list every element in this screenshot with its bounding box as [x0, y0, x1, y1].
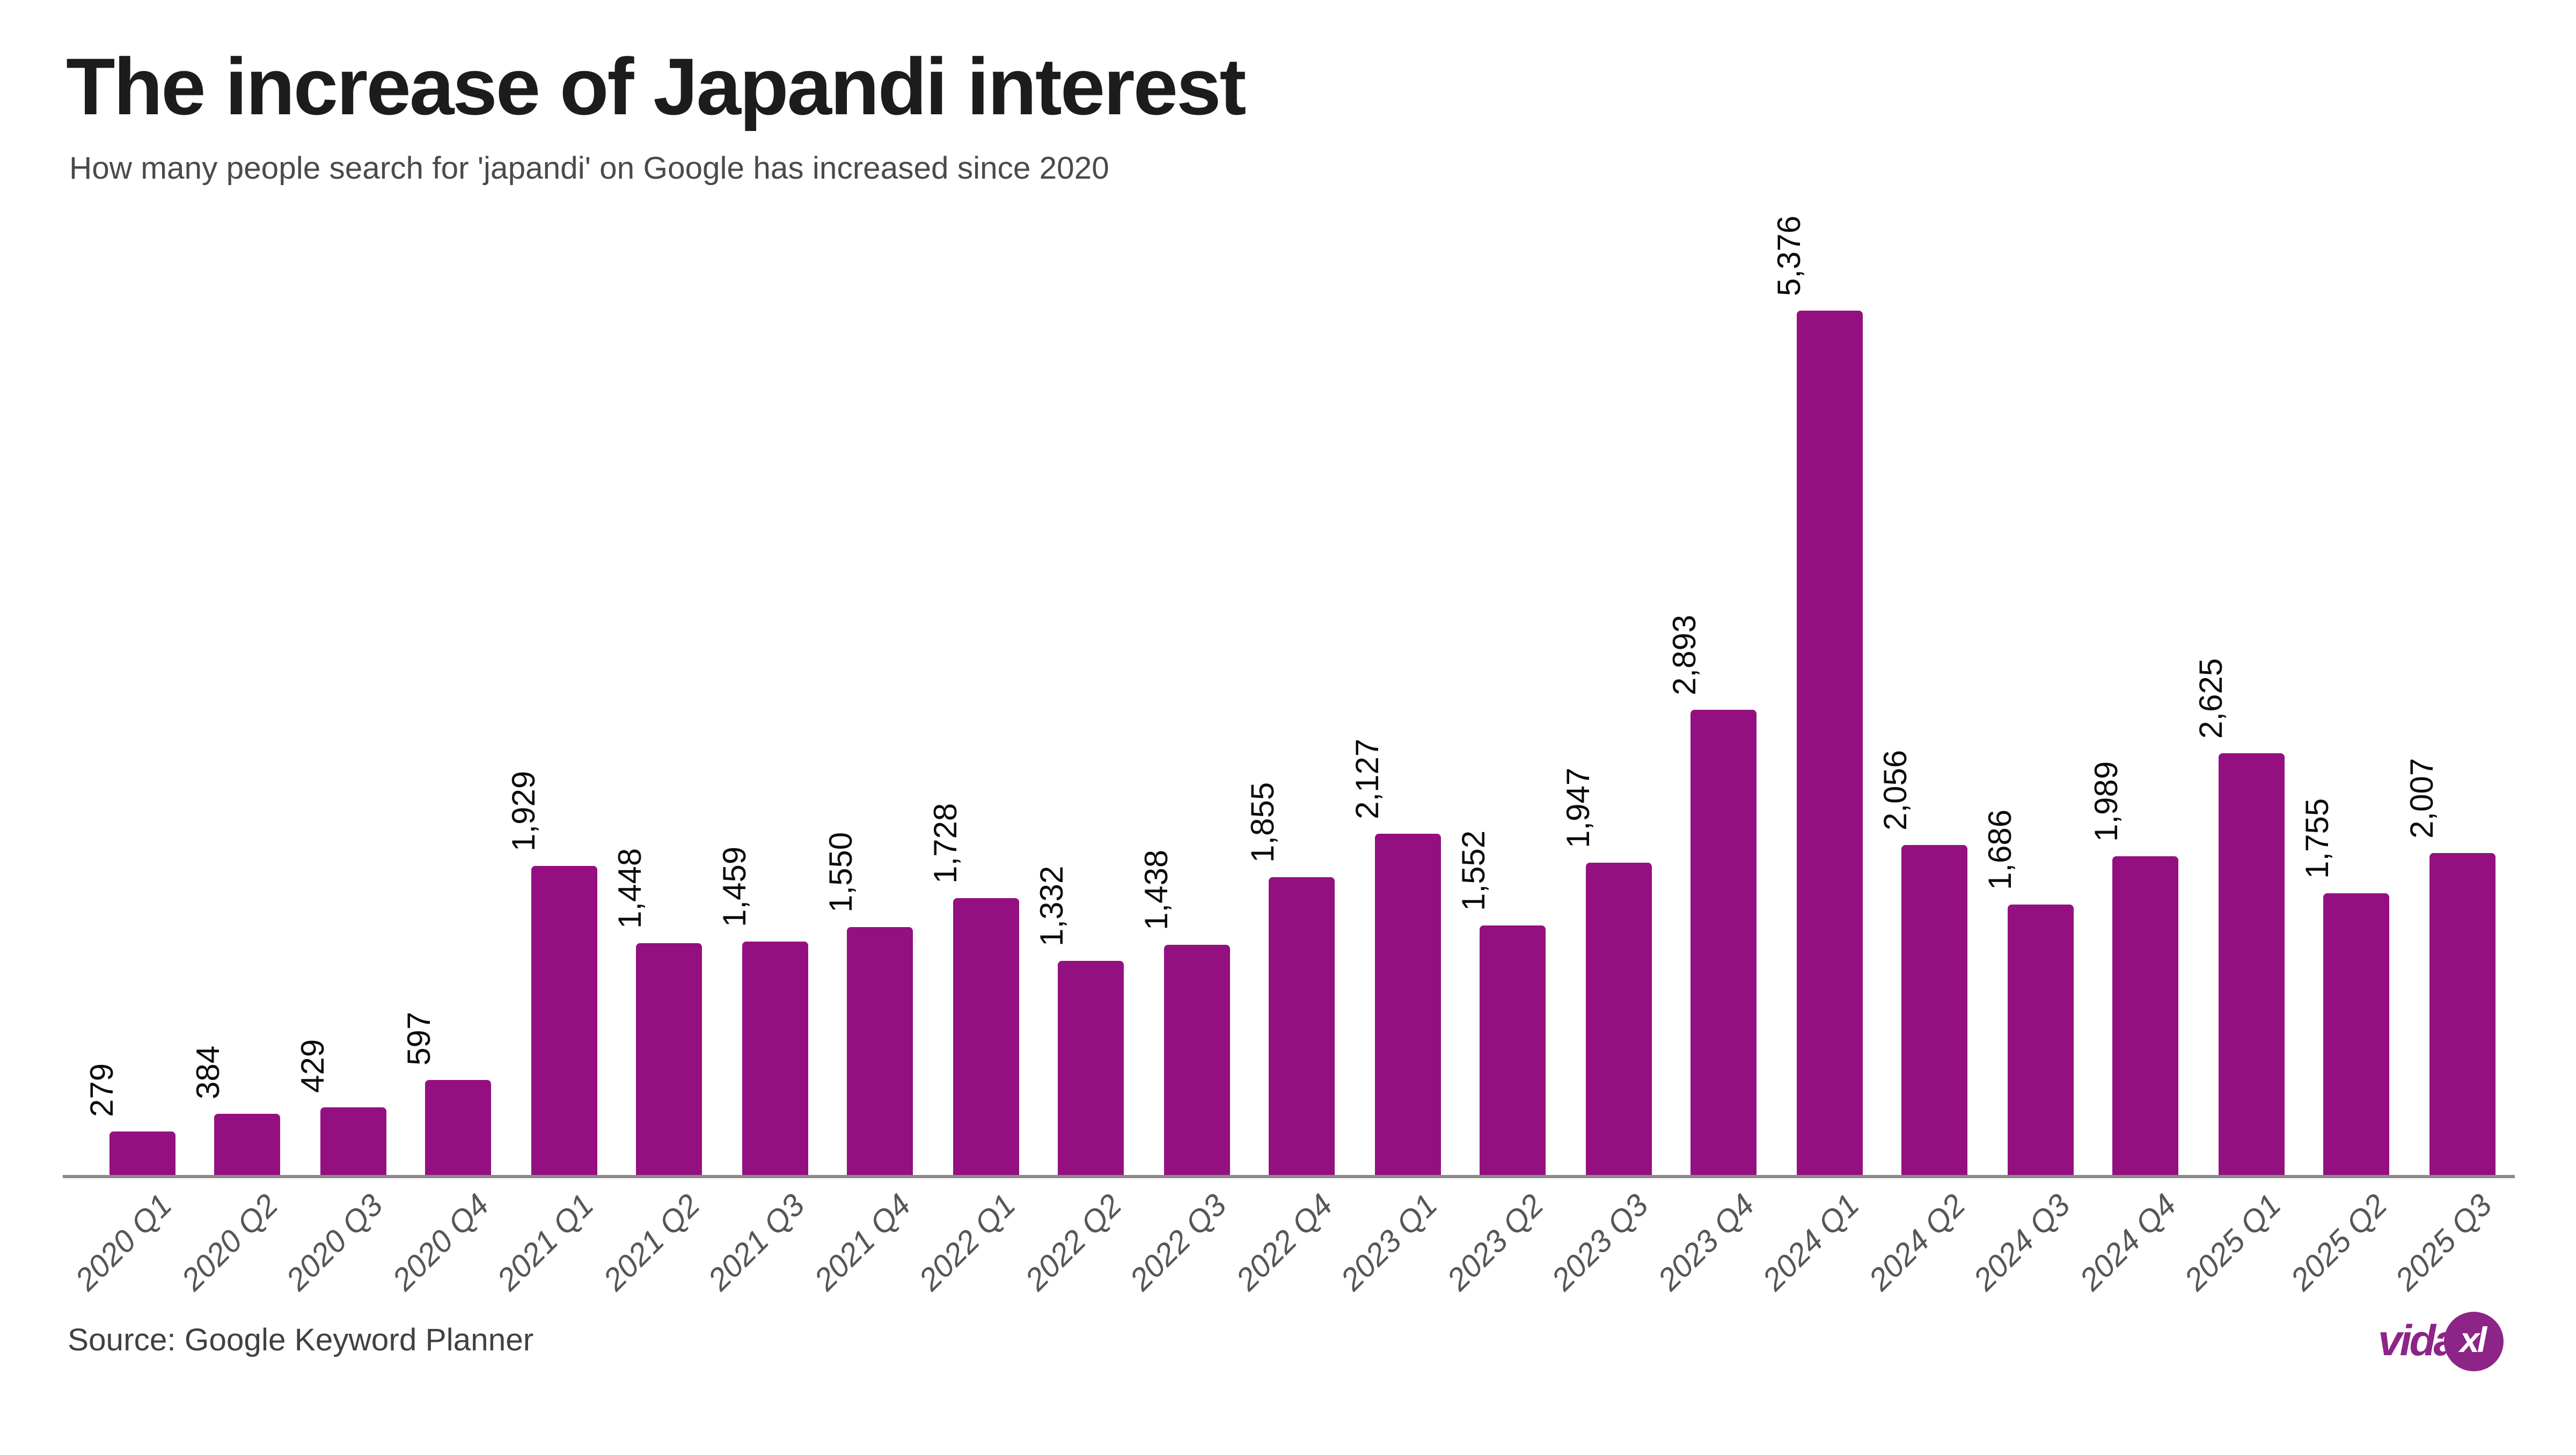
bar-2023-q2 — [1480, 926, 1546, 1176]
x-axis-label-text: 2021 Q3 — [702, 1188, 813, 1298]
bar-2025-q2 — [2323, 893, 2389, 1176]
bar-value-label-2023-q1: 2,127 — [1351, 738, 1386, 819]
bar-2021-q1 — [530, 865, 597, 1176]
bar-value-label-2020-q4: 597 — [401, 1011, 437, 1065]
bar-2023-q3 — [1585, 862, 1651, 1176]
bar-value-label-2021-q2: 1,448 — [612, 848, 648, 929]
x-axis-label-text: 2020 Q4 — [385, 1188, 496, 1298]
x-axis-label-text: 2020 Q2 — [174, 1188, 286, 1298]
bar-value-label-2024-q1: 5,376 — [1773, 216, 1808, 297]
x-axis-label-text: 2023 Q3 — [1546, 1188, 1656, 1298]
bar-value-label-2024-q4: 1,989 — [2089, 760, 2125, 842]
x-axis-label-text: 2021 Q2 — [596, 1188, 707, 1298]
vidaxl-logo-circle: xl — [2444, 1311, 2504, 1371]
bar-value-label-2025-q3: 2,007 — [2405, 758, 2441, 839]
x-axis-label-text: 2022 Q2 — [1018, 1188, 1129, 1298]
bar-value-label-2023-q3: 1,947 — [1562, 767, 1597, 848]
page-subtitle: How many people search for 'japandi' on … — [69, 151, 1109, 187]
bar-2022-q4 — [1269, 877, 1335, 1176]
bar-2020-q1 — [108, 1130, 175, 1176]
bar-value-label-2024-q3: 1,686 — [1984, 809, 2019, 890]
x-axis-label-text: 2023 Q2 — [1440, 1188, 1551, 1298]
bar-2023-q4 — [1690, 710, 1757, 1176]
x-axis-label-text: 2020 Q1 — [69, 1188, 180, 1298]
bar-value-label-2022-q1: 1,728 — [929, 803, 964, 884]
vidaxl-logo-vida-text: vida — [2378, 1316, 2458, 1364]
x-axis-label-text: 2025 Q3 — [2389, 1188, 2500, 1298]
x-axis-label-text: 2024 Q2 — [1862, 1188, 1973, 1298]
bar-2022-q3 — [1163, 944, 1230, 1176]
bar-value-label-2025-q2: 1,755 — [2300, 798, 2336, 879]
bar-value-label-2021-q1: 1,929 — [507, 770, 543, 851]
x-axis-label-text: 2021 Q1 — [491, 1188, 602, 1298]
bar-2021-q4 — [847, 926, 913, 1176]
x-axis-label-text: 2022 Q1 — [913, 1188, 1023, 1298]
x-axis-label-text: 2025 Q1 — [2178, 1188, 2289, 1298]
bar-2021-q2 — [636, 943, 702, 1176]
bar-2021-q3 — [741, 940, 808, 1176]
x-axis-line — [63, 1175, 2515, 1179]
bar-value-label-2020-q3: 429 — [296, 1038, 332, 1092]
x-axis-label-text: 2024 Q3 — [1967, 1188, 2078, 1298]
bar-2022-q1 — [952, 898, 1019, 1176]
x-axis-label-text: 2022 Q4 — [1229, 1188, 1340, 1298]
x-axis-label-text: 2022 Q3 — [1124, 1188, 1234, 1298]
bar-value-label-2022-q4: 1,855 — [1245, 782, 1281, 863]
bar-2025-q1 — [2218, 753, 2284, 1176]
bar-value-label-2022-q2: 1,332 — [1034, 866, 1070, 947]
bar-value-label-2023-q4: 2,893 — [1667, 615, 1703, 696]
x-axis-label-text: 2023 Q4 — [1651, 1188, 1762, 1298]
page-title: The increase of Japandi interest — [66, 42, 1246, 132]
bar-2022-q2 — [1058, 961, 1124, 1176]
bar-value-label-2024-q2: 2,056 — [1878, 749, 1914, 831]
bar-2024-q3 — [2007, 904, 2073, 1176]
bar-value-label-2020-q1: 279 — [85, 1062, 121, 1116]
bar-value-label-2022-q3: 1,438 — [1140, 849, 1175, 930]
x-axis-label-text: 2024 Q1 — [1757, 1188, 1867, 1298]
bar-2024-q2 — [1901, 845, 1967, 1176]
bar-2024-q4 — [2112, 856, 2178, 1176]
x-axis-label-text: 2020 Q3 — [280, 1188, 391, 1298]
bar-value-label-2020-q2: 384 — [191, 1046, 226, 1100]
x-axis-label-text: 2025 Q2 — [2284, 1188, 2395, 1298]
bar-2025-q3 — [2428, 853, 2495, 1176]
bar-2020-q4 — [425, 1079, 491, 1176]
bar-value-label-2025-q1: 2,625 — [2194, 658, 2230, 739]
x-axis-label-text: 2024 Q4 — [2073, 1188, 2184, 1298]
source-note: Source: Google Keyword Planner — [68, 1323, 534, 1358]
bar-value-label-2021-q3: 1,459 — [718, 846, 753, 927]
x-axis-label-text: 2023 Q1 — [1335, 1188, 1445, 1298]
vidaxl-logo-xl-text: xl — [2460, 1320, 2487, 1360]
bar-value-label-2021-q4: 1,550 — [823, 831, 859, 912]
bar-2020-q2 — [214, 1114, 280, 1176]
bar-value-label-2023-q2: 1,552 — [1456, 831, 1492, 912]
x-axis-label-text: 2021 Q4 — [807, 1188, 918, 1298]
bar-2024-q1 — [1796, 311, 1862, 1176]
vidaxl-logo: vida xl — [2378, 1309, 2504, 1373]
bar-2023-q1 — [1374, 833, 1440, 1176]
bar-2020-q3 — [319, 1106, 386, 1176]
